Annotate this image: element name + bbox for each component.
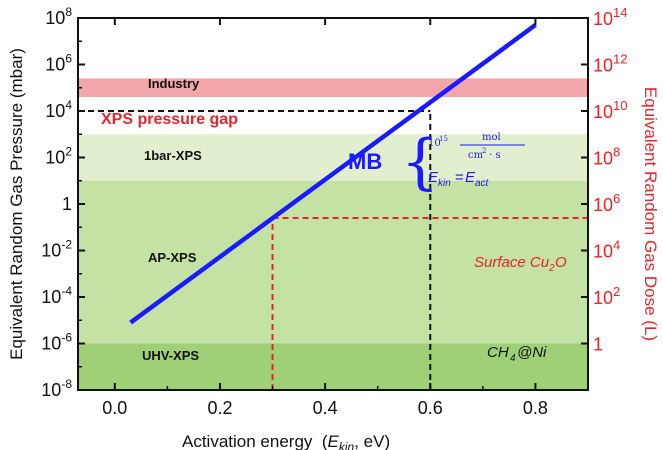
ap-xps-label: AP-XPS xyxy=(148,250,197,265)
flux-den-b: · s xyxy=(486,150,501,161)
y2-axis-title: Equivalent Random Gas Dose (L) xyxy=(641,87,660,341)
x-axis-ticks: 0.0 0.2 0.4 0.6 0.8 xyxy=(102,18,589,418)
y2-tick-label: 1014 xyxy=(593,5,628,29)
y-tick-label: 10-6 xyxy=(41,331,72,354)
1bar-xps-label: 1bar-XPS xyxy=(144,148,202,163)
y2-axis-ticks: 1014 1012 1010 108 106 104 102 1 xyxy=(581,5,628,355)
y2-tick-label: 108 xyxy=(593,145,620,169)
mb-label: MB xyxy=(348,149,382,174)
cu2o-b: O xyxy=(555,254,567,271)
x-axis-title-prefix: Activation energy ( xyxy=(182,432,328,450)
flux-formula: 10 15 mol cm 2 · s xyxy=(428,132,525,161)
y2-tick-label: 1010 xyxy=(593,98,628,122)
x-tick-label: 0.6 xyxy=(418,398,443,418)
eact-sub: act xyxy=(475,178,490,189)
y-tick-label: 1 xyxy=(62,194,72,214)
y2-tick-label: 102 xyxy=(593,284,620,308)
band-industry xyxy=(78,78,588,98)
y2-tick-label: 104 xyxy=(593,238,620,262)
y-tick-label: 10-4 xyxy=(41,284,72,307)
y-axis-title: Equivalent Random Gas Pressure (mbar) xyxy=(7,48,26,360)
y-tick-label: 10-2 xyxy=(41,238,72,261)
y-tick-label: 10-8 xyxy=(41,377,72,400)
y-tick-label: 108 xyxy=(45,5,72,28)
x-tick-label: 0.2 xyxy=(207,398,232,418)
flux-num: mol xyxy=(482,132,501,143)
x-axis-title-sub: kin xyxy=(339,440,355,450)
band-ap-xps xyxy=(78,180,588,344)
x-axis-title-text: Activation energy (Ekin, eV) xyxy=(182,432,390,450)
industry-label: Industry xyxy=(148,76,200,91)
reference-lines xyxy=(78,110,588,390)
ekin-sym: E xyxy=(428,169,439,186)
y2-tick-label: 1 xyxy=(593,335,603,355)
flux-coef: 10 xyxy=(428,138,441,149)
background-bands xyxy=(78,78,588,390)
ekin-eq-eact: E kin = E act xyxy=(428,169,490,189)
y-tick-label: 102 xyxy=(45,145,72,168)
mb-brace: { xyxy=(401,127,439,197)
cu2o-sub: 2 xyxy=(548,263,555,274)
ch4-a: CH xyxy=(487,344,509,361)
ch4-ni-label: CH 4 @Ni xyxy=(487,344,547,364)
ch4-b: @Ni xyxy=(517,344,547,361)
x-axis-title-sym: E xyxy=(328,432,340,450)
cu2o-label: Surface Cu 2 O xyxy=(474,254,567,274)
uhv-xps-label: UHV-XPS xyxy=(142,348,199,363)
x-tick-label: 0.8 xyxy=(523,398,548,418)
y-axis-ticks: 108 106 104 102 1 10-2 10-4 10-6 10-8 xyxy=(41,5,85,400)
ch4-sub: 4 xyxy=(510,353,516,364)
eq-sign: = xyxy=(455,169,464,186)
eact-sym: E xyxy=(465,169,476,186)
x-tick-label: 0.0 xyxy=(102,398,127,418)
flux-exp: 15 xyxy=(439,135,448,143)
series-line-mb xyxy=(129,23,537,325)
band-uhv-xps xyxy=(78,343,588,390)
ekin-sub: kin xyxy=(438,178,451,189)
x-axis-title-suffix: , eV) xyxy=(354,432,390,450)
cu2o-a: Surface Cu xyxy=(474,254,550,271)
y-tick-label: 106 xyxy=(45,52,72,75)
y-tick-label: 104 xyxy=(45,98,72,121)
x-axis-title: Activation energy (Ekin, eV) xyxy=(182,432,390,450)
series-layer xyxy=(129,23,537,325)
flux-den-a: cm xyxy=(468,150,484,161)
xps-gap-label: XPS pressure gap xyxy=(101,111,238,128)
y2-tick-label: 106 xyxy=(593,191,620,215)
y2-tick-label: 1012 xyxy=(593,52,628,76)
flux-den-exp: 2 xyxy=(482,147,486,155)
x-tick-label: 0.4 xyxy=(313,398,338,418)
